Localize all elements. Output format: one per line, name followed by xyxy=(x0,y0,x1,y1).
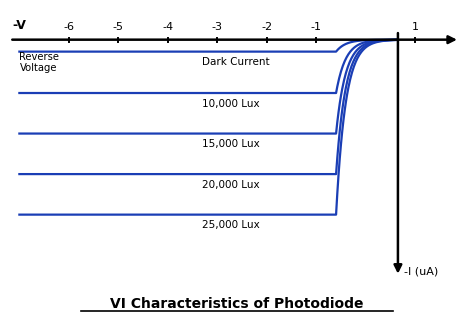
Text: 25,000 Lux: 25,000 Lux xyxy=(202,220,260,230)
Text: 1: 1 xyxy=(412,22,419,32)
Text: Dark Current: Dark Current xyxy=(202,57,270,67)
Text: -3: -3 xyxy=(212,22,223,32)
Text: 10,000 Lux: 10,000 Lux xyxy=(202,99,260,109)
Text: -4: -4 xyxy=(162,22,173,32)
Text: -I (uA): -I (uA) xyxy=(404,266,438,276)
Text: VI Characteristics of Photodiode: VI Characteristics of Photodiode xyxy=(110,297,364,311)
Text: -V: -V xyxy=(12,19,26,32)
Text: 20,000 Lux: 20,000 Lux xyxy=(202,180,260,190)
Text: -5: -5 xyxy=(113,22,124,32)
Text: -6: -6 xyxy=(64,22,74,32)
Text: Reverse
Voltage: Reverse Voltage xyxy=(19,52,59,73)
Text: 15,000 Lux: 15,000 Lux xyxy=(202,139,260,149)
Text: -1: -1 xyxy=(311,22,322,32)
Text: -2: -2 xyxy=(261,22,273,32)
